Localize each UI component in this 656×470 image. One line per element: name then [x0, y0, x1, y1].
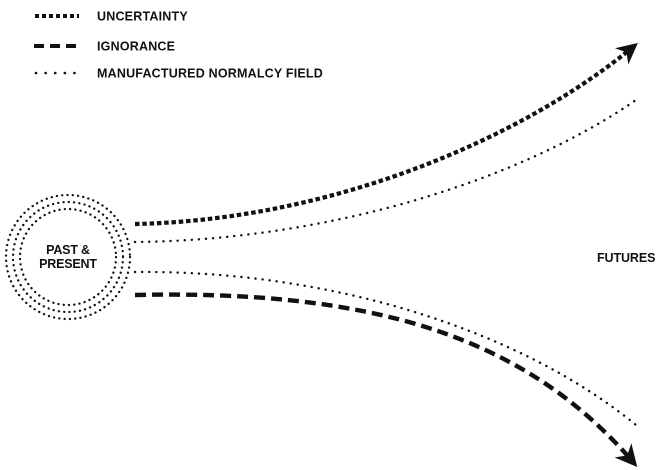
- legend-item-normalcy-field: MANUFACTURED NORMALCY FIELD: [34, 67, 323, 81]
- past-present-label-line1: PAST &: [46, 243, 90, 257]
- middle-dotted-ring: [11, 200, 125, 314]
- normalcy-field-lower-path: [133, 270, 638, 427]
- uncertainty-upper-path: [134, 42, 638, 227]
- past-present-label-line2: PRESENT: [39, 257, 97, 271]
- legend-item-ignorance: IGNORANCE: [34, 40, 175, 54]
- normalcy-field-upper-path: [133, 98, 638, 244]
- legend-item-uncertainty: UNCERTAINTY: [35, 10, 188, 24]
- legend: UNCERTAINTY IGNORANCE MANUFACTURED NORMA…: [34, 10, 323, 81]
- legend-label-uncertainty: UNCERTAINTY: [97, 10, 188, 24]
- outer-dotted-ring: [4, 193, 132, 321]
- legend-label-normalcy-field: MANUFACTURED NORMALCY FIELD: [97, 67, 323, 81]
- legend-label-ignorance: IGNORANCE: [97, 40, 175, 54]
- futures-label: FUTURES: [597, 251, 655, 265]
- past-present-node: PAST & PRESENT: [4, 193, 132, 321]
- inner-dotted-ring: [18, 207, 118, 307]
- ignorance-lower-path: [134, 292, 638, 468]
